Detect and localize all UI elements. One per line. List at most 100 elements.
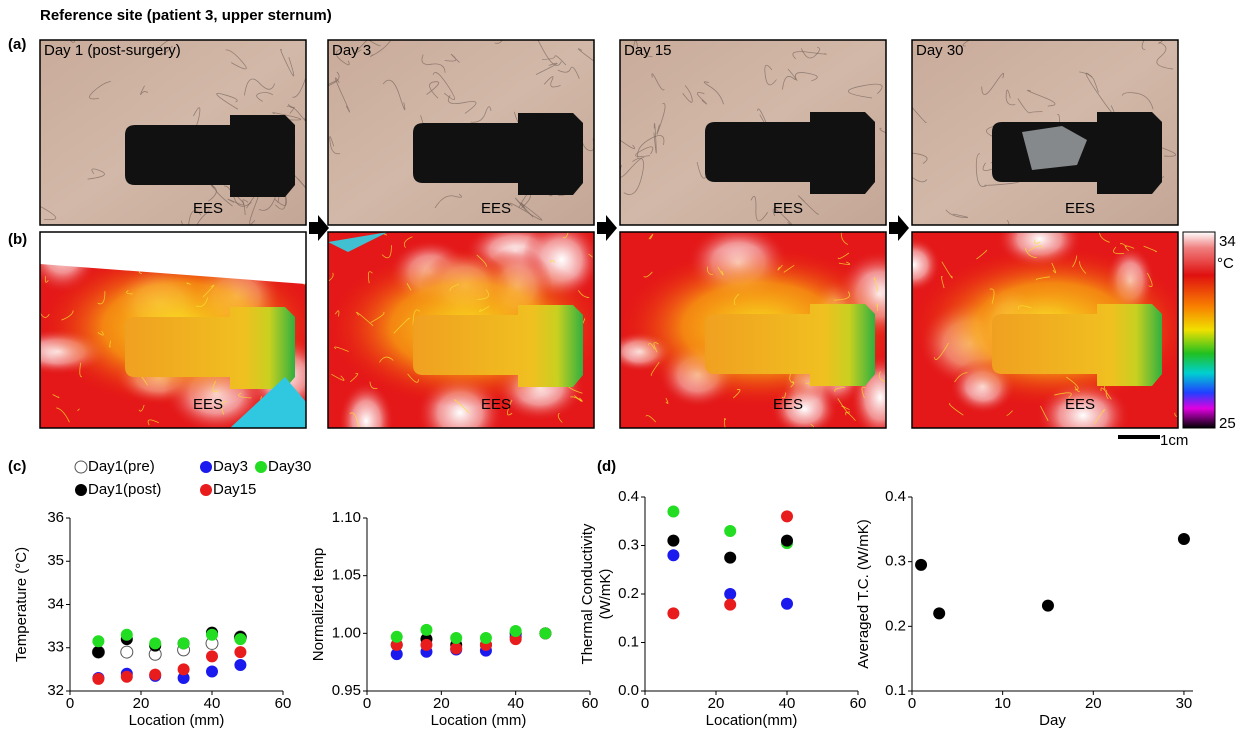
data-point xyxy=(539,627,552,640)
photo-content xyxy=(620,40,886,225)
hair xyxy=(40,206,57,221)
hair xyxy=(792,51,827,60)
hair xyxy=(682,85,693,103)
hair-trace xyxy=(1100,387,1112,400)
hair xyxy=(879,127,886,134)
hair-trace xyxy=(56,407,70,423)
hair-trace xyxy=(717,266,724,276)
y-tick-label: 1.05 xyxy=(332,567,361,584)
hair-trace xyxy=(1024,247,1037,258)
legend-label: Day1(post) xyxy=(88,481,161,498)
hair-trace xyxy=(840,232,848,245)
frame xyxy=(911,231,1179,429)
hair-trace xyxy=(356,311,374,327)
hair xyxy=(432,72,455,100)
data-point xyxy=(450,642,463,655)
hair xyxy=(1121,92,1154,110)
hair-trace xyxy=(349,373,359,383)
hair-trace xyxy=(212,380,219,393)
photo-label: Day 3 xyxy=(332,42,371,59)
tape-glare xyxy=(1022,126,1087,170)
frame xyxy=(619,39,887,226)
device-label: EES xyxy=(193,396,223,413)
arrow xyxy=(889,215,909,241)
colorbar-min: 25 xyxy=(1219,415,1236,432)
hair-trace xyxy=(97,291,106,305)
hair xyxy=(637,135,665,158)
hair xyxy=(196,210,210,225)
hair xyxy=(509,202,543,221)
device xyxy=(413,305,583,387)
hair-trace xyxy=(97,330,104,336)
hair-trace xyxy=(789,372,795,384)
hair-trace xyxy=(653,342,659,353)
hair xyxy=(557,66,580,79)
photo-label: Day 30 xyxy=(916,42,964,59)
hair xyxy=(577,48,594,62)
hair xyxy=(800,46,820,59)
legend-label: Day3 xyxy=(213,458,248,475)
data-point xyxy=(781,534,793,547)
colorbar-unit: °C xyxy=(1217,255,1234,272)
hair-trace xyxy=(479,306,490,312)
hair xyxy=(1027,89,1056,107)
hair-trace xyxy=(588,253,593,258)
legend-label: Day15 xyxy=(213,481,256,498)
y-tick-label: 32 xyxy=(47,682,64,699)
hair-trace xyxy=(650,361,660,376)
frame xyxy=(619,231,887,429)
hair-trace xyxy=(934,342,949,360)
hair xyxy=(180,210,202,225)
x-tick-label: 0 xyxy=(363,695,371,712)
hair xyxy=(1005,89,1016,106)
hair xyxy=(382,79,406,111)
hair-trace xyxy=(837,252,850,260)
device xyxy=(125,307,295,389)
hair-trace xyxy=(1143,245,1158,253)
hair-trace xyxy=(941,276,945,289)
hair xyxy=(242,199,249,215)
frame xyxy=(911,39,1179,226)
hair-trace xyxy=(1034,239,1041,244)
hair-trace xyxy=(202,284,215,298)
hair-trace xyxy=(573,395,583,402)
frame xyxy=(327,231,595,429)
x-tick-label: 0 xyxy=(66,695,74,712)
hair-trace xyxy=(138,404,145,412)
hair xyxy=(535,62,558,75)
hair-trace xyxy=(126,290,133,295)
data-point xyxy=(724,551,737,564)
hair xyxy=(1079,71,1099,93)
hair-trace xyxy=(477,289,490,300)
hair xyxy=(207,184,217,202)
hair-trace xyxy=(40,311,50,318)
device-label: EES xyxy=(773,200,803,217)
data-point xyxy=(724,598,737,611)
device xyxy=(705,112,875,194)
hair-trace xyxy=(1105,389,1109,400)
thermal-content xyxy=(912,232,1178,428)
hair xyxy=(750,195,768,222)
hair-trace xyxy=(834,386,845,392)
data-point xyxy=(667,549,680,562)
colorbar xyxy=(1182,231,1216,429)
hair xyxy=(286,105,306,122)
x-tick-label: 40 xyxy=(204,695,221,712)
hair-trace xyxy=(1074,386,1080,392)
data-point xyxy=(149,637,162,650)
hair xyxy=(912,176,928,183)
hair xyxy=(224,185,252,207)
hair-trace xyxy=(186,282,191,285)
hair-trace xyxy=(1051,262,1057,274)
hair xyxy=(156,40,173,56)
data-point xyxy=(420,623,433,636)
hair xyxy=(620,139,636,150)
hair-trace xyxy=(449,284,459,292)
hair-trace xyxy=(861,386,866,399)
hair xyxy=(272,112,302,121)
hair xyxy=(292,76,306,98)
cool-corner xyxy=(328,232,388,252)
hair xyxy=(984,181,1019,186)
photo-content xyxy=(912,40,1178,225)
